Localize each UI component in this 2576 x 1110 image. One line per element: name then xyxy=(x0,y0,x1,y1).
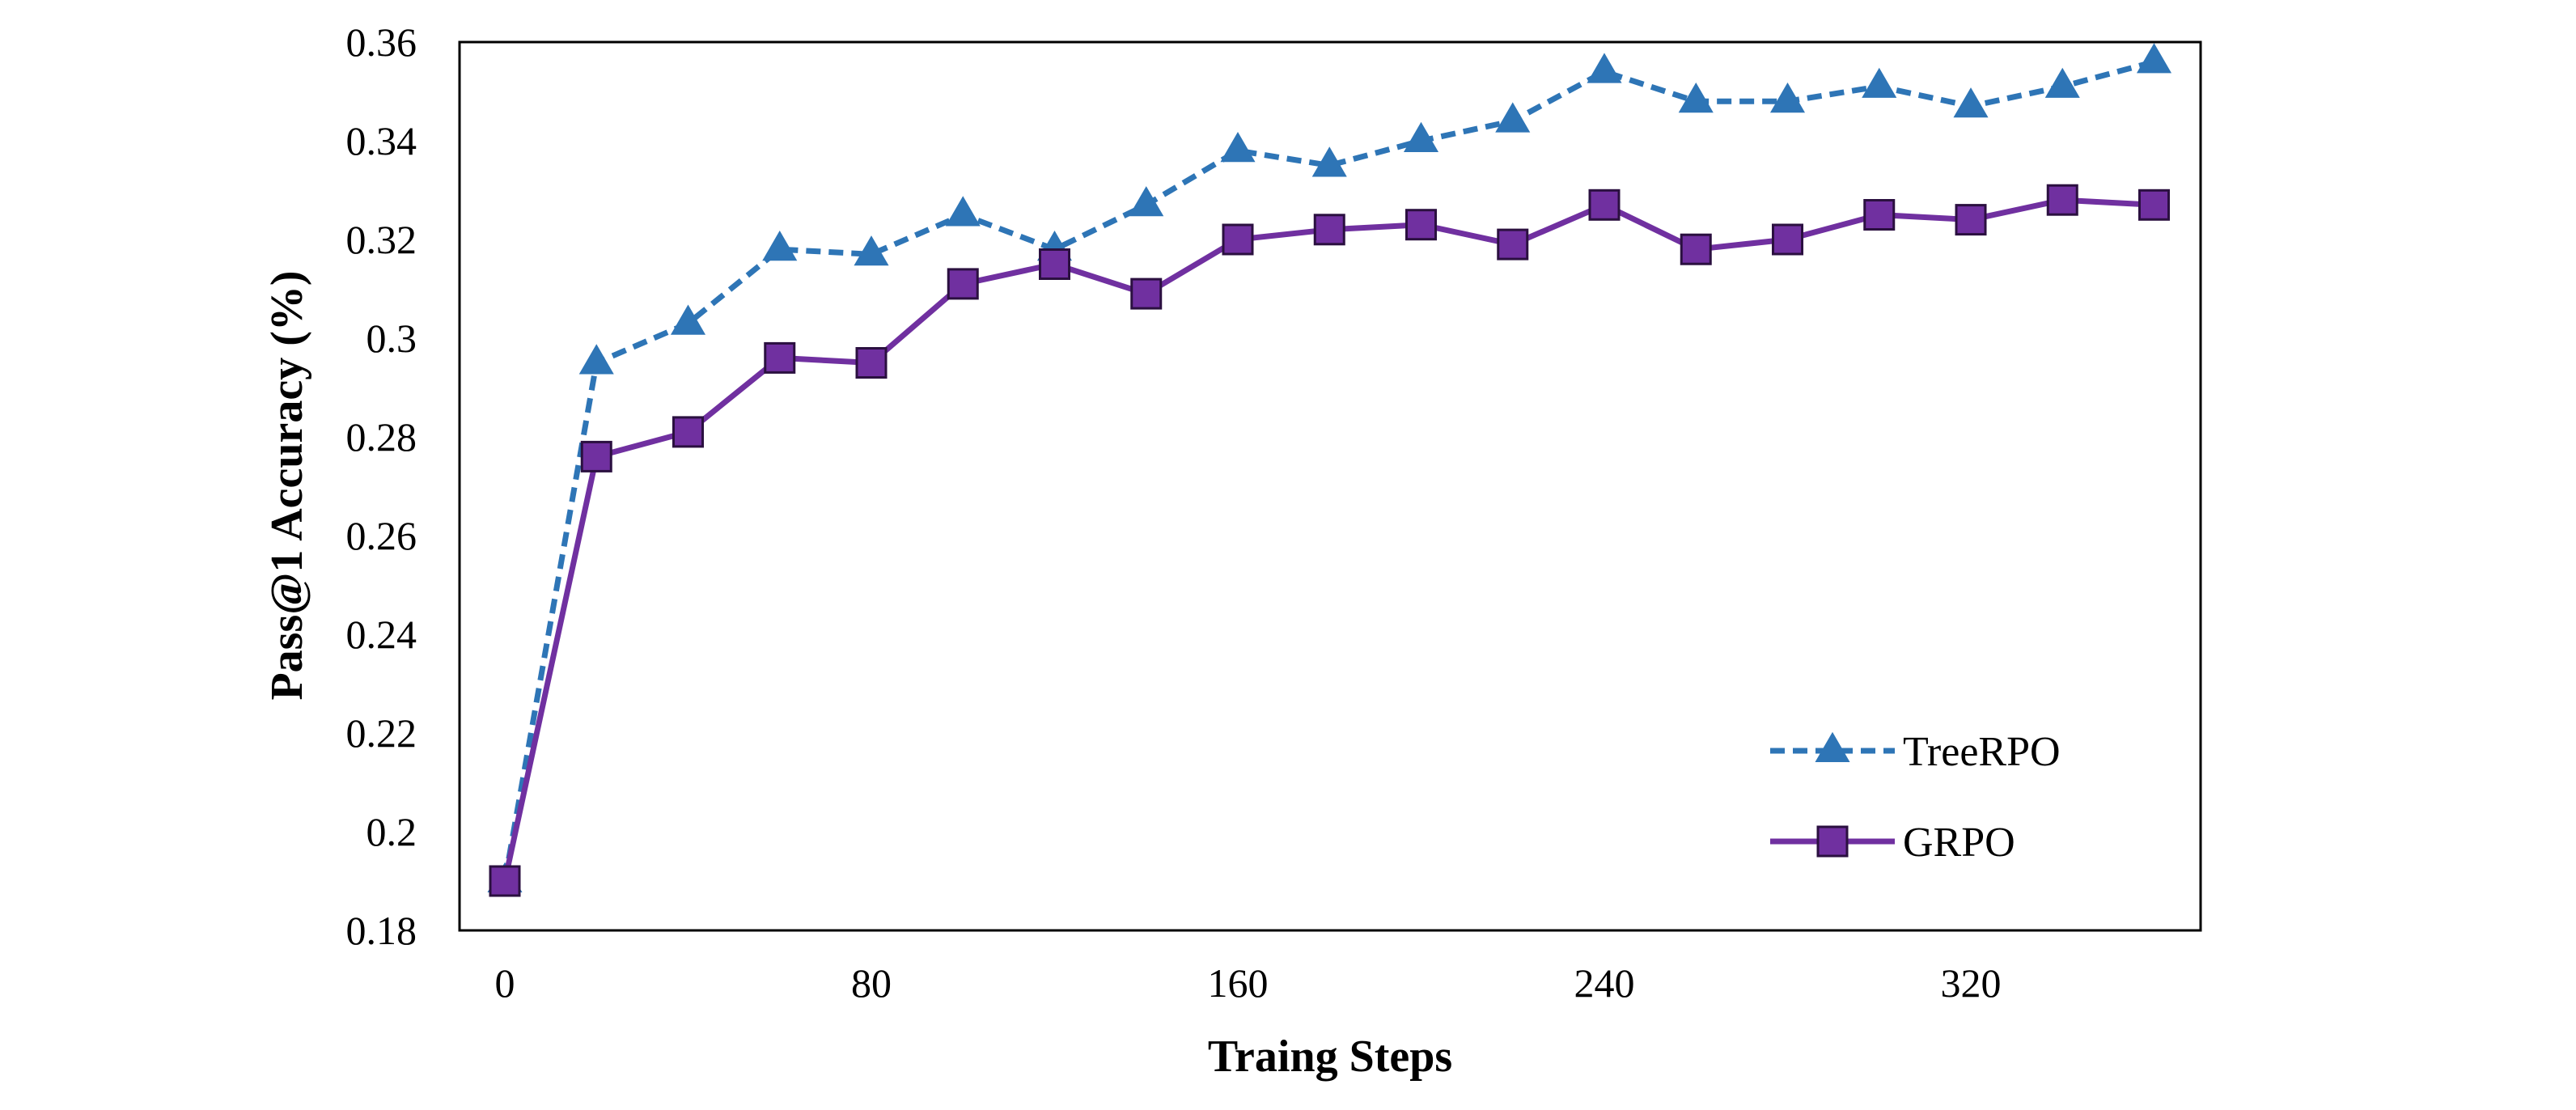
grpo-point xyxy=(1772,223,1803,256)
y-tick-label: 0.22 xyxy=(346,710,417,756)
x-tick-label: 320 xyxy=(1941,960,2002,1006)
grpo-point xyxy=(1039,248,1070,280)
grpo-point xyxy=(1405,209,1437,241)
grpo-point xyxy=(1497,228,1529,261)
legend-item-grpo: GRPO xyxy=(1770,820,2015,866)
grpo-point xyxy=(1680,233,1712,265)
series-layer xyxy=(487,43,2172,897)
y-tick-label: 0.36 xyxy=(346,19,417,65)
legend-label-treerpo: TreeRPO xyxy=(1903,729,2061,775)
treerpo-point xyxy=(670,304,706,335)
grpo-point xyxy=(855,347,888,379)
grpo-point xyxy=(1955,204,1987,236)
legend-marker-grpo xyxy=(1816,825,1849,858)
x-tick-label: 80 xyxy=(851,960,892,1006)
treerpo-point xyxy=(1769,83,1806,113)
treerpo-point xyxy=(762,231,798,261)
grpo-point xyxy=(1588,189,1621,221)
y-tick-label: 0.26 xyxy=(346,513,417,558)
treerpo-point xyxy=(1678,83,1714,113)
y-axis-title: Pass@1 Accuracy (%) xyxy=(262,270,312,700)
y-tick-label: 0.28 xyxy=(346,414,417,460)
plot-area-frame xyxy=(458,40,2202,932)
grpo-point xyxy=(1222,223,1254,256)
grpo-point xyxy=(489,865,521,897)
treerpo-point xyxy=(578,344,614,375)
grpo-series xyxy=(489,184,2170,897)
grpo-point xyxy=(947,268,979,300)
y-tick-label: 0.24 xyxy=(346,612,417,657)
grpo-point xyxy=(580,440,612,472)
grpo-point xyxy=(764,341,796,374)
treerpo-point xyxy=(945,196,981,227)
y-tick-label: 0.32 xyxy=(346,217,417,262)
grpo-point xyxy=(1130,278,1163,310)
treerpo-point xyxy=(1587,53,1622,83)
x-tick-label: 160 xyxy=(1208,960,1269,1006)
grpo-point xyxy=(1863,199,1896,231)
x-axis-title: Traing Steps xyxy=(1208,1032,1452,1082)
treerpo-point xyxy=(1220,132,1256,163)
treerpo-point xyxy=(2044,67,2080,98)
y-tick-label: 0.2 xyxy=(366,809,417,854)
x-axis-ticks: 0 80 160 240 320 xyxy=(495,960,2002,1006)
treerpo-point xyxy=(1129,186,1164,217)
grpo-point xyxy=(2046,184,2078,216)
y-tick-label: 0.18 xyxy=(346,908,417,953)
treerpo-point xyxy=(1862,67,1897,98)
legend-item-treerpo: TreeRPO xyxy=(1770,729,2061,775)
treerpo-point xyxy=(1495,102,1531,133)
y-tick-label: 0.34 xyxy=(346,118,417,163)
y-axis-ticks: 0.18 0.2 0.22 0.24 0.26 0.28 0.3 0.32 0.34 0.36 xyxy=(346,19,417,953)
y-tick-label: 0.3 xyxy=(366,316,417,361)
treerpo-point xyxy=(1403,121,1439,152)
legend-label-grpo: GRPO xyxy=(1903,820,2015,866)
treerpo-point xyxy=(1311,146,1347,177)
treerpo-point xyxy=(2136,43,2172,74)
treerpo-point xyxy=(854,235,889,266)
grpo-point xyxy=(2138,189,2170,221)
x-tick-label: 240 xyxy=(1574,960,1635,1006)
treerpo-point xyxy=(1953,87,1989,118)
x-tick-label: 0 xyxy=(495,960,515,1006)
legend-marker-treerpo xyxy=(1815,731,1850,762)
legend: TreeRPO GRPO xyxy=(1770,729,2061,866)
grpo-point xyxy=(672,416,704,448)
grpo-point xyxy=(1313,214,1345,246)
